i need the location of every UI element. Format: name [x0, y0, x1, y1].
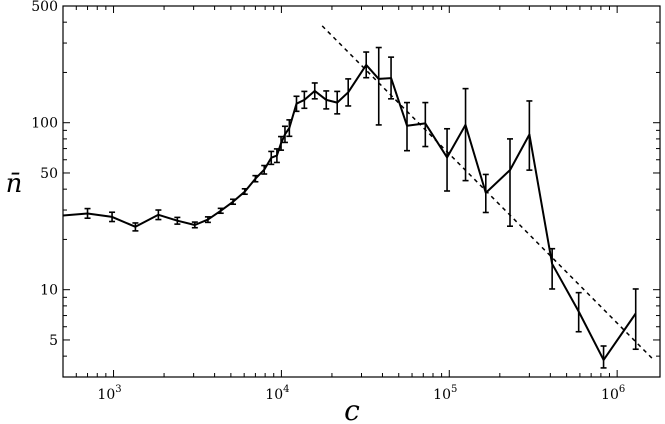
data-point	[303, 99, 306, 101]
x-tick-label: 106	[601, 384, 625, 403]
data-point	[194, 224, 196, 226]
data-point	[157, 213, 160, 216]
data-point	[365, 64, 368, 66]
x-tick-label: 104	[265, 384, 289, 403]
x-axis-ticks: 103 104 105 106	[62, 6, 625, 403]
y-tick-label: 100	[31, 116, 58, 132]
data-point	[377, 78, 380, 80]
y-tick-label: 10	[40, 283, 58, 299]
y-tick-label: 50	[40, 166, 58, 182]
data-point	[577, 310, 580, 313]
data-point	[232, 201, 234, 203]
y-axis-title: n̄	[6, 169, 23, 199]
data-point	[134, 226, 137, 228]
data-point	[484, 192, 487, 194]
data-point	[602, 359, 605, 361]
y-axis-ticks: 5 10 50 100 500	[31, 0, 660, 378]
data-point	[254, 177, 257, 180]
data-point	[111, 216, 113, 218]
data-point	[243, 190, 246, 193]
x-tick-label: 105	[433, 384, 457, 403]
y-tick-label: 500	[31, 0, 58, 15]
data-point	[634, 312, 637, 315]
data-point	[406, 124, 408, 127]
y-tick-label: 5	[49, 333, 58, 349]
data-point	[219, 209, 222, 212]
data-point	[509, 169, 511, 171]
data-point	[336, 101, 339, 104]
data-point	[284, 133, 286, 136]
data-point	[390, 77, 392, 79]
data-point	[424, 122, 427, 125]
data-point	[446, 156, 448, 159]
data-point	[288, 127, 291, 129]
data-point	[313, 90, 316, 92]
plot-frame	[62, 5, 661, 378]
data-point	[464, 124, 467, 126]
x-axis-title: c	[344, 394, 360, 424]
power-law-fit-line	[321, 25, 655, 361]
data-point	[280, 142, 282, 145]
data-point	[263, 168, 266, 171]
data-point	[270, 156, 273, 159]
data-point	[176, 219, 179, 222]
data-point	[207, 218, 209, 221]
data-point	[325, 99, 328, 101]
data-point	[295, 102, 298, 105]
data-point	[347, 91, 350, 94]
x-tick-label: 103	[97, 384, 121, 403]
data-point	[276, 154, 278, 157]
data-series-line	[63, 63, 637, 361]
data-point	[86, 212, 89, 215]
data-point	[551, 262, 553, 265]
data-point	[528, 133, 531, 136]
series-layer	[63, 25, 655, 369]
